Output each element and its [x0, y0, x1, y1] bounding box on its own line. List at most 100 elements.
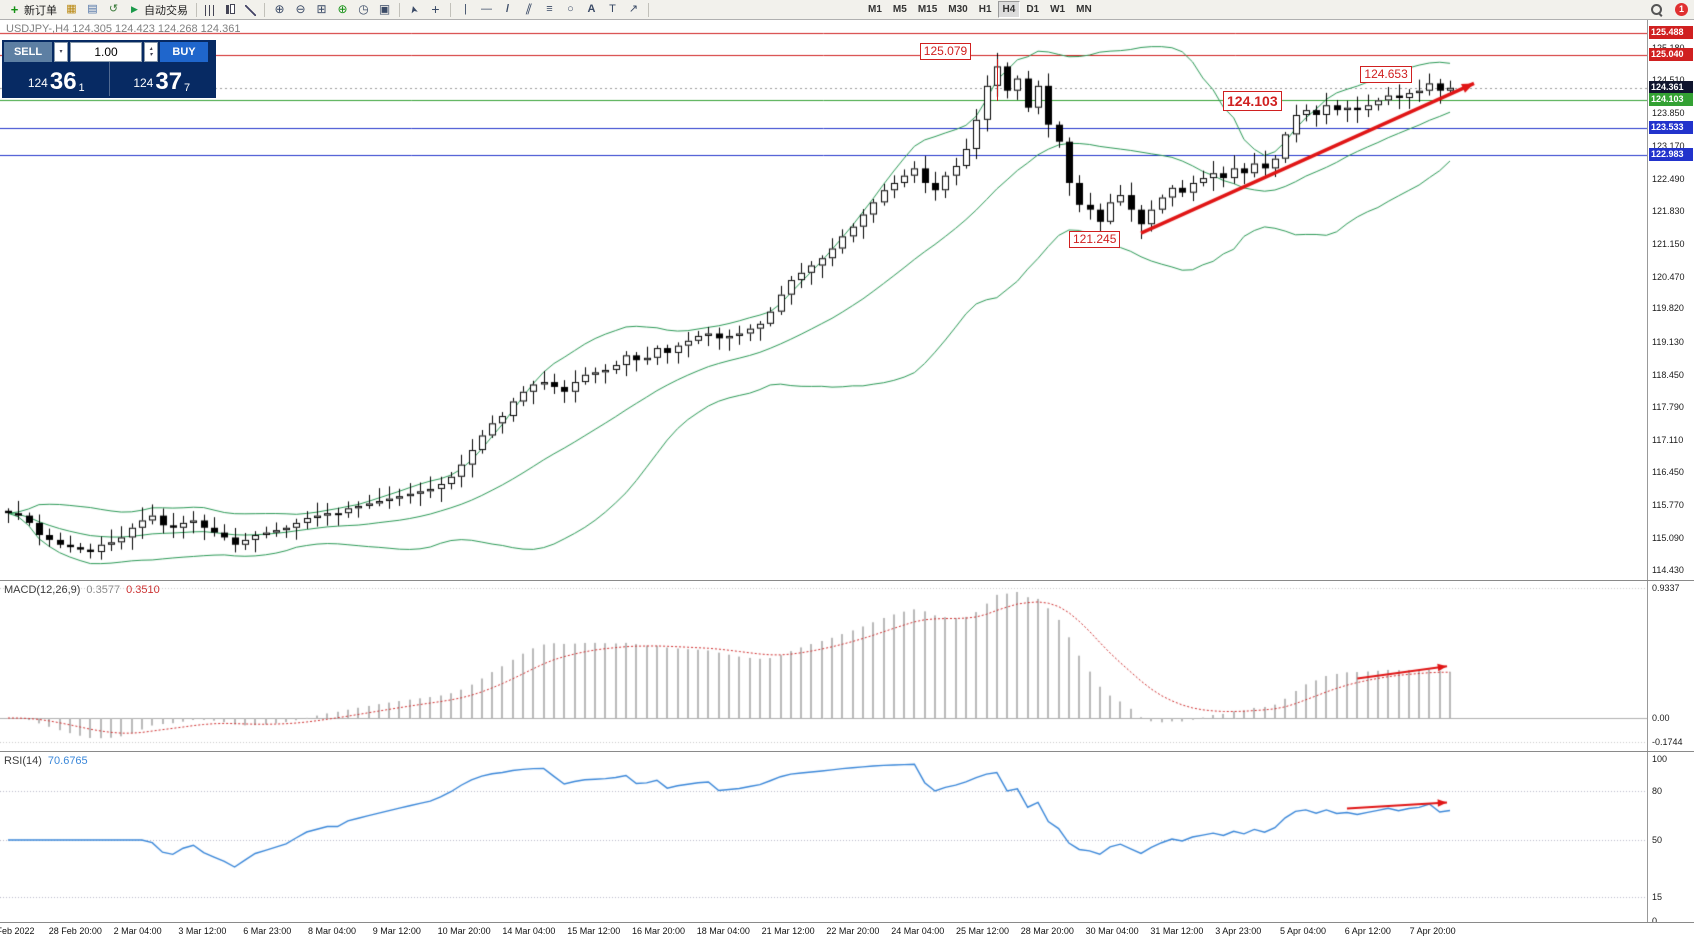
zoom-out-button[interactable]: [290, 0, 311, 20]
channel-button[interactable]: [518, 0, 539, 20]
timeframe-m1[interactable]: M1: [868, 4, 882, 15]
new-order-button-label: 新订单: [24, 4, 57, 17]
time-label: 24 Mar 04:00: [891, 926, 945, 936]
rsi-axis-tick: 0: [1652, 916, 1658, 926]
panel-divider[interactable]: [0, 751, 1694, 752]
timeframe-mn[interactable]: MN: [1076, 4, 1092, 15]
time-label: 28 Feb 20:00: [48, 926, 102, 936]
panel-divider[interactable]: [0, 580, 1694, 581]
timeframe-h4[interactable]: H4: [997, 1, 1021, 18]
price-annotation-peak[interactable]: 125.079: [919, 42, 972, 60]
time-label: 16 Mar 20:00: [632, 926, 686, 936]
text-icon: [585, 3, 598, 16]
refresh-icon: [107, 3, 120, 16]
time-label: 2 Mar 04:00: [113, 926, 162, 936]
templates-button[interactable]: [374, 0, 395, 20]
shapes-icon: [564, 3, 577, 16]
shapes-button[interactable]: [560, 0, 581, 20]
cursor-button[interactable]: [404, 0, 425, 20]
trendline-button[interactable]: [497, 0, 518, 20]
price-tick: 121.830: [1652, 205, 1685, 216]
buy-price[interactable]: 124 37 7: [110, 62, 215, 96]
price-tick: 116.450: [1652, 466, 1684, 477]
line-chart-button[interactable]: [241, 0, 260, 20]
zoom-out-icon: [294, 3, 307, 16]
time-label: 22 Mar 20:00: [826, 926, 880, 936]
buy-price-big: 37: [155, 68, 183, 95]
arrow-tool-button[interactable]: [623, 0, 644, 20]
sell-price[interactable]: 124 36 1: [4, 62, 110, 96]
auto-trading-button[interactable]: 自动交易: [124, 0, 192, 20]
refresh-button[interactable]: [103, 0, 124, 20]
price-axis[interactable]: 125.180124.510123.850123.170122.490121.8…: [1647, 20, 1694, 926]
price-tick: 119.820: [1652, 303, 1684, 314]
indicators-button[interactable]: [332, 0, 353, 20]
time-label: 14 Mar 04:00: [502, 926, 556, 936]
timeframe-m5[interactable]: M5: [892, 4, 907, 15]
buy-price-sup: 7: [184, 82, 191, 94]
price-tag-blue: 123.533: [1649, 120, 1693, 134]
timeframe-w1[interactable]: W1: [1050, 4, 1066, 15]
price-tag-green: 124.103: [1649, 93, 1693, 107]
sell-button[interactable]: SELL: [4, 42, 52, 62]
price-annotation-pullback-low[interactable]: 121.245: [1069, 231, 1121, 249]
timeframe-m15[interactable]: M15: [917, 4, 938, 15]
label-button[interactable]: [602, 0, 623, 20]
price-chart-canvas[interactable]: [0, 20, 1647, 580]
price-tick: 123.850: [1652, 107, 1685, 118]
tile-windows-button[interactable]: [311, 0, 332, 20]
time-label: 3 Mar 12:00: [178, 926, 227, 936]
macd-axis-tick: 0.9337: [1652, 583, 1680, 594]
zoom-in-button[interactable]: [269, 0, 290, 20]
new-order-button[interactable]: 新订单: [4, 0, 61, 20]
notification-badge[interactable]: 1: [1675, 3, 1688, 16]
search-icon: [1650, 3, 1663, 16]
buy-button[interactable]: BUY: [160, 42, 208, 62]
rsi-value: 70.6765: [47, 755, 88, 767]
macd-indicator-panel[interactable]: MACD(12,26,9) 0.3577 0.3510: [0, 581, 1647, 751]
toolbar-separator: [264, 2, 265, 17]
chart-area[interactable]: USDJPY-,H4 124.305 124.423 124.268 124.3…: [0, 20, 1647, 580]
periods-button[interactable]: [353, 0, 374, 20]
volume-input[interactable]: [70, 42, 142, 62]
bar-chart-button[interactable]: [201, 0, 220, 20]
timeframe-d1[interactable]: D1: [1026, 4, 1040, 15]
charts-button[interactable]: [61, 0, 82, 20]
price-annotation-recent-high[interactable]: 124.653: [1360, 65, 1412, 83]
rsi-axis-tick: 15: [1652, 891, 1663, 902]
time-label: 9 Mar 12:00: [372, 926, 421, 936]
fibonacci-button[interactable]: [539, 0, 560, 20]
horizontal-line-button[interactable]: [476, 0, 497, 20]
timeframe-m30[interactable]: M30: [948, 4, 968, 15]
search-button[interactable]: [1646, 0, 1667, 20]
timeframe-h1[interactable]: H1: [978, 4, 992, 15]
peak-marker-line: [997, 58, 998, 101]
candles-icon: [224, 3, 237, 16]
time-label: 31 Mar 12:00: [1150, 926, 1204, 936]
price-tick: 119.130: [1652, 336, 1684, 347]
time-label: 10 Mar 20:00: [437, 926, 491, 936]
rsi-name: RSI(14): [4, 755, 42, 767]
profiles-button[interactable]: [82, 0, 103, 20]
text-button[interactable]: [581, 0, 602, 20]
buy-price-small: 124: [133, 76, 154, 90]
price-annotation-level[interactable]: 124.103: [1223, 91, 1282, 112]
candlestick-chart-button[interactable]: [220, 0, 241, 20]
big-price-row: 124 36 1 124 37 7: [4, 62, 214, 96]
time-label: 30 Mar 04:00: [1085, 926, 1139, 936]
time-label: 15 Mar 12:00: [567, 926, 621, 936]
vertical-line-button[interactable]: [455, 0, 476, 20]
price-tag-current: 124.361: [1649, 80, 1693, 94]
time-axis[interactable]: 24 Feb 2022 28 Feb 20:00 2 Mar 04:00 3 Mar …: [0, 922, 1694, 939]
macd-canvas[interactable]: [0, 581, 1647, 751]
order-type-dropdown[interactable]: ▾: [54, 42, 68, 62]
rsi-canvas[interactable]: [0, 752, 1647, 922]
crosshair-button[interactable]: [425, 0, 446, 20]
sell-price-small: 124: [27, 76, 48, 90]
volume-stepper[interactable]: ▴ ▾: [144, 42, 158, 62]
cursor-icon: [407, 2, 423, 18]
rsi-indicator-panel[interactable]: RSI(14) 70.6765: [0, 752, 1647, 922]
time-label: 28 Mar 20:00: [1020, 926, 1074, 936]
